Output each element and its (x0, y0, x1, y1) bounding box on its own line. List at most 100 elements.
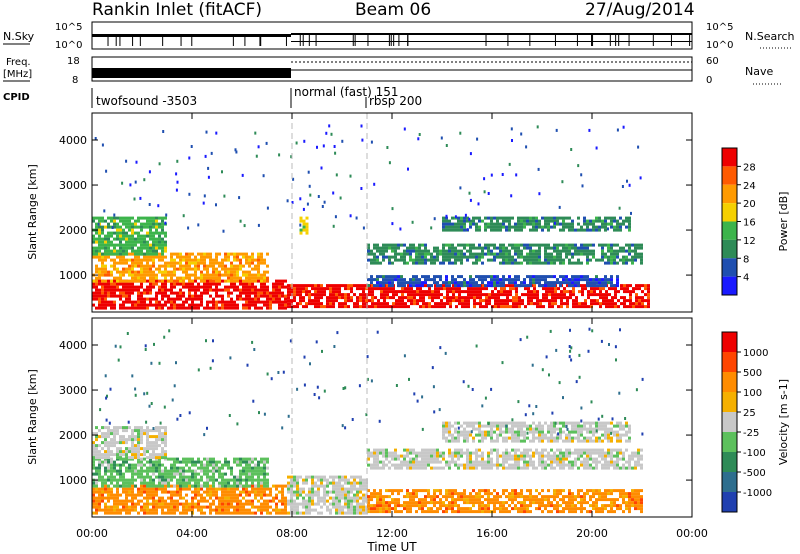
backscatter-cell (227, 508, 230, 512)
backscatter-cell (248, 463, 251, 467)
backscatter-cell (173, 291, 176, 295)
sparse-echo (501, 173, 504, 176)
backscatter-cell (302, 478, 305, 482)
backscatter-cell (92, 466, 95, 470)
backscatter-cell (434, 284, 437, 288)
backscatter-cell (341, 305, 344, 309)
backscatter-cell (353, 305, 356, 309)
backscatter-cell (236, 475, 239, 479)
backscatter-cell (113, 435, 116, 439)
backscatter-cell (209, 285, 212, 289)
backscatter-cell (356, 284, 359, 288)
backscatter-cell (101, 303, 104, 307)
backscatter-cell (559, 258, 562, 262)
backscatter-cell (275, 285, 278, 289)
backscatter-cell (422, 299, 425, 303)
backscatter-cell (209, 511, 212, 515)
backscatter-cell (131, 270, 134, 274)
backscatter-cell (119, 246, 122, 250)
backscatter-cell (278, 508, 281, 512)
backscatter-cell (128, 288, 131, 292)
backscatter-cell (382, 255, 385, 259)
backscatter-cell (385, 495, 388, 499)
backscatter-cell (302, 290, 305, 294)
backscatter-cell (173, 270, 176, 274)
backscatter-cell (275, 496, 278, 500)
backscatter-cell (173, 469, 176, 473)
backscatter-cell (517, 249, 520, 253)
backscatter-cell (496, 228, 499, 232)
backscatter-cell (514, 246, 517, 250)
backscatter-cell (601, 219, 604, 223)
backscatter-cell (215, 255, 218, 259)
nave-tick-bottom: 0 (706, 75, 712, 86)
backscatter-cell (590, 290, 593, 294)
backscatter-cell (104, 426, 107, 430)
backscatter-cell (179, 279, 182, 283)
sparse-echo (581, 184, 584, 188)
backscatter-cell (221, 294, 224, 298)
backscatter-cell (128, 508, 131, 512)
backscatter-cell (503, 305, 506, 309)
backscatter-cell (505, 501, 508, 505)
backscatter-cell (541, 278, 544, 282)
backscatter-cell (227, 463, 230, 467)
backscatter-cell (490, 258, 493, 262)
backscatter-cell (227, 487, 230, 491)
backscatter-cell (580, 225, 583, 229)
backscatter-cell (320, 287, 323, 291)
backscatter-cell (233, 460, 236, 464)
backscatter-cell (143, 234, 146, 238)
backscatter-cell (317, 478, 320, 482)
backscatter-cell (637, 243, 640, 247)
backscatter-cell (143, 487, 146, 491)
backscatter-cell (424, 258, 427, 262)
backscatter-cell (161, 273, 164, 277)
backscatter-cell (218, 487, 221, 491)
backscatter-cell (433, 510, 436, 514)
backscatter-cell (466, 258, 469, 262)
backscatter-cell (454, 252, 457, 256)
backscatter-cell (137, 285, 140, 289)
backscatter-cell (577, 246, 580, 250)
backscatter-cell (281, 502, 284, 506)
backscatter-cell (518, 296, 521, 300)
backscatter-cell (215, 270, 218, 274)
backscatter-cell (542, 305, 545, 309)
backscatter-cell (92, 460, 95, 464)
backscatter-cell (593, 290, 596, 294)
backscatter-cell (386, 296, 389, 300)
backscatter-cell (350, 499, 353, 503)
backscatter-cell (535, 261, 538, 265)
backscatter-cell (92, 432, 95, 436)
backscatter-cell (574, 275, 577, 279)
backscatter-cell (95, 496, 98, 500)
backscatter-cell (242, 264, 245, 268)
backscatter-cell (568, 510, 571, 514)
backscatter-cell (499, 225, 502, 229)
backscatter-cell (149, 441, 152, 445)
backscatter-cell (137, 453, 140, 457)
backscatter-cell (445, 258, 448, 262)
backscatter-cell (194, 496, 197, 500)
backscatter-cell (164, 487, 167, 491)
backscatter-cell (610, 278, 613, 282)
backscatter-cell (137, 252, 140, 256)
backscatter-cell (577, 495, 580, 499)
backscatter-cell (155, 493, 158, 497)
backscatter-cell (158, 231, 161, 235)
backscatter-cell (239, 276, 242, 280)
backscatter-cell (586, 225, 589, 229)
backscatter-cell (329, 502, 332, 506)
backscatter-cell (589, 228, 592, 232)
backscatter-cell (344, 296, 347, 300)
backscatter-cell (526, 504, 529, 508)
nsky-traces (92, 33, 692, 46)
backscatter-cell (473, 299, 476, 303)
backscatter-cell (299, 231, 303, 235)
backscatter-cell (113, 463, 116, 467)
backscatter-cell (146, 222, 149, 226)
backscatter-cell (577, 222, 580, 226)
backscatter-cell (152, 303, 155, 307)
backscatter-cell (248, 294, 251, 298)
